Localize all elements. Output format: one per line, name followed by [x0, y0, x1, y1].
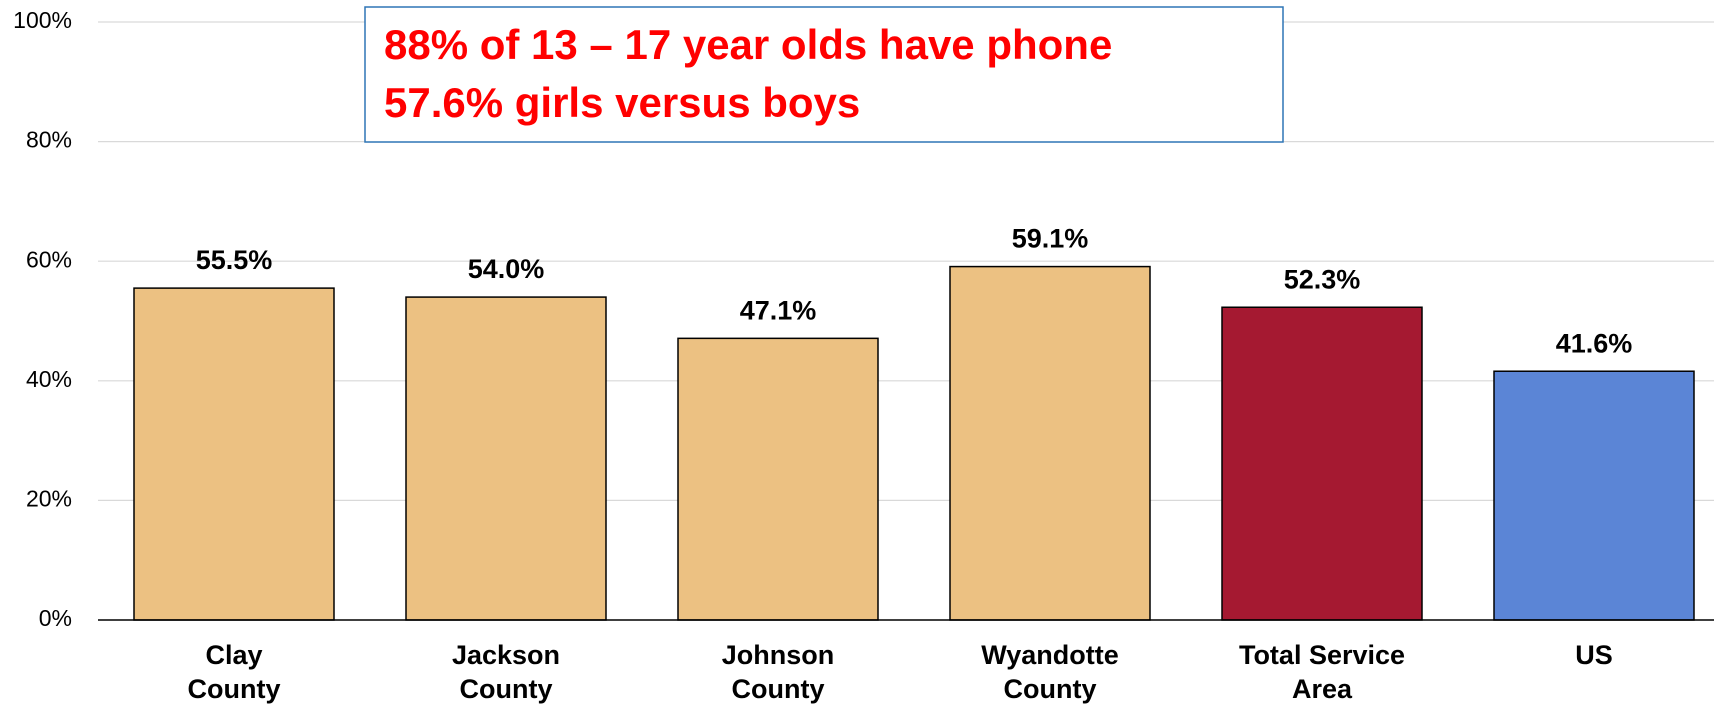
x-tick-label: Jackson County [452, 640, 560, 704]
bar [133, 287, 335, 621]
bar [1493, 370, 1695, 621]
bar [1221, 306, 1423, 621]
value-label: 59.1% [1012, 224, 1089, 254]
value-label: 54.0% [468, 254, 545, 284]
annotation: 88% of 13 – 17 year olds have phone [384, 21, 1112, 68]
plot: 0% 20% 40% 60% 80% 100% 55.5% Clay County 54.0% Ja… [13, 7, 1714, 704]
y-tick-label: 100% [13, 7, 72, 33]
annotation: 57.6% girls versus boys [384, 79, 860, 126]
x-tick-label-line: Johnson [722, 640, 835, 670]
x-tick-label: US [1575, 640, 1613, 670]
x-tick-label: Total Service Area [1239, 640, 1405, 704]
x-tick-label-line: Total Service [1239, 640, 1405, 670]
annotation-box [364, 6, 1284, 143]
x-tick-label-line: County [460, 674, 553, 704]
bar [677, 337, 879, 621]
y-tick-label: 0% [39, 605, 72, 631]
x-tick-label-line: County [188, 674, 281, 704]
y-tick-label: 80% [26, 127, 72, 153]
x-tick-label: Wyandotte County [981, 640, 1119, 704]
x-tick-label: Clay County [188, 640, 281, 704]
x-tick-label-line: Area [1292, 674, 1353, 704]
value-label: 47.1% [740, 295, 817, 325]
x-tick-label-line: Clay [205, 640, 262, 670]
bar [405, 296, 607, 621]
value-label: 41.6% [1556, 328, 1633, 358]
x-tick-label-line: County [1004, 674, 1097, 704]
x-tick-label-line: Wyandotte [981, 640, 1119, 670]
y-tick-label: 60% [26, 246, 72, 272]
value-label: 55.5% [196, 245, 273, 275]
y-tick-label: 20% [26, 485, 72, 511]
x-tick-label-line: US [1575, 640, 1613, 670]
value-label: 52.3% [1284, 264, 1361, 294]
x-tick-label-line: Jackson [452, 640, 560, 670]
y-tick-label: 40% [26, 366, 72, 392]
bar [949, 265, 1151, 621]
x-tick-label: Johnson County [722, 640, 835, 704]
x-tick-label-line: County [732, 674, 825, 704]
